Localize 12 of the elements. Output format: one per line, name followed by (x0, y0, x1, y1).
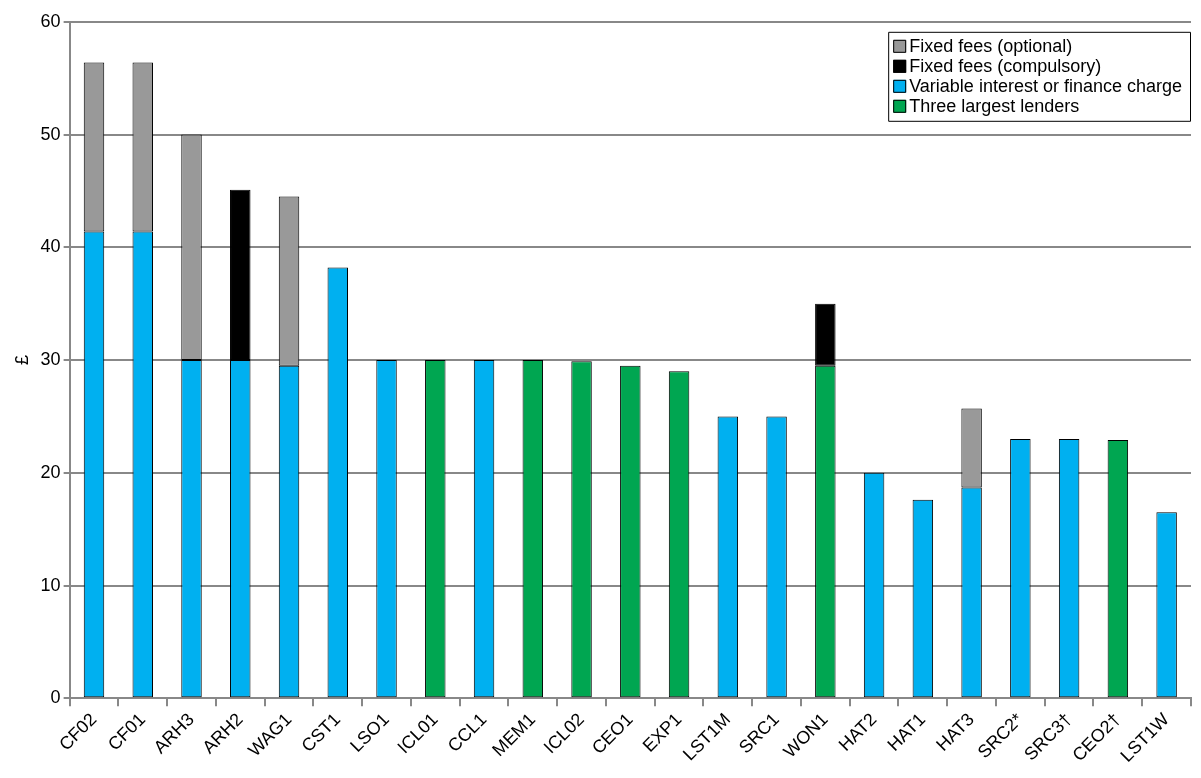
y-tick-label: 50 (40, 123, 61, 144)
y-axis-title: £ (11, 355, 32, 366)
legend-label: Fixed fees (compulsory) (909, 55, 1102, 76)
y-tick-label: 60 (40, 10, 61, 31)
legend-label: Fixed fees (optional) (909, 35, 1073, 56)
y-tick-label: 10 (40, 574, 61, 595)
legend-label: Variable interest or finance charge (909, 75, 1183, 96)
y-tick-label: 20 (40, 461, 61, 482)
y-tick-label: 40 (40, 236, 61, 257)
legend-label: Three largest lenders (909, 95, 1080, 116)
y-tick-label: 0 (50, 687, 61, 708)
y-tick-label: 30 (40, 349, 61, 370)
